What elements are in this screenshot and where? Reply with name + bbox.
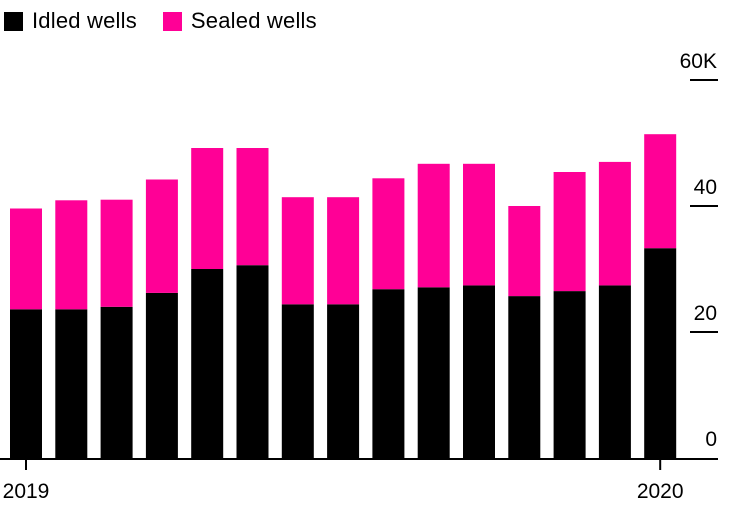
bar-idled-9 bbox=[417, 287, 450, 458]
y-tick-label-0: 0 bbox=[705, 428, 717, 451]
bar-sealed-13 bbox=[598, 161, 631, 286]
y-tick-label-20: 20 bbox=[694, 302, 717, 325]
bar-sealed-9 bbox=[417, 163, 450, 288]
bar-sealed-1 bbox=[55, 200, 88, 310]
y-tick-label-60: 60K bbox=[680, 50, 717, 73]
legend-label-idled: Idled wells bbox=[32, 8, 137, 33]
bar-idled-6 bbox=[281, 304, 314, 458]
x-tick-label-2019: 2019 bbox=[3, 480, 50, 503]
bar-sealed-4 bbox=[191, 148, 224, 269]
bar-sealed-14 bbox=[644, 134, 677, 249]
bar-sealed-5 bbox=[236, 148, 269, 266]
bar-idled-7 bbox=[327, 304, 360, 458]
bar-sealed-7 bbox=[327, 197, 360, 305]
bar-idled-12 bbox=[553, 291, 586, 458]
y-axis: 0 20 40 60K bbox=[680, 50, 718, 451]
chart-legend: Idled wells Sealed wells bbox=[4, 8, 343, 34]
bar-idled-10 bbox=[463, 285, 495, 458]
bar-idled-14 bbox=[644, 248, 677, 458]
bar-sealed-0 bbox=[10, 208, 42, 310]
legend-swatch-idled bbox=[4, 11, 23, 31]
x-axis: 2019 2020 bbox=[0, 458, 718, 503]
bar-sealed-10 bbox=[463, 163, 495, 286]
y-tick-label-40: 40 bbox=[694, 176, 717, 199]
legend-item-idled: Idled wells bbox=[4, 8, 137, 34]
legend-swatch-sealed bbox=[162, 11, 182, 31]
bar-sealed-8 bbox=[372, 178, 405, 290]
legend-item-sealed: Sealed wells bbox=[162, 8, 317, 34]
bar-sealed-2 bbox=[100, 199, 133, 307]
legend-label-sealed: Sealed wells bbox=[190, 8, 317, 33]
bar-idled-13 bbox=[598, 285, 631, 458]
bar-idled-4 bbox=[191, 269, 224, 458]
bar-idled-8 bbox=[372, 289, 405, 458]
bars-group bbox=[10, 134, 677, 458]
bar-idled-1 bbox=[55, 309, 88, 458]
bar-idled-11 bbox=[508, 296, 541, 458]
bar-idled-0 bbox=[10, 309, 42, 458]
bar-idled-3 bbox=[145, 292, 178, 458]
x-tick-label-2020: 2020 bbox=[637, 480, 684, 503]
bar-sealed-3 bbox=[145, 179, 178, 293]
bar-sealed-12 bbox=[553, 172, 586, 292]
bar-idled-5 bbox=[236, 265, 269, 458]
bar-idled-2 bbox=[100, 306, 133, 458]
bar-sealed-11 bbox=[508, 206, 541, 297]
bar-sealed-6 bbox=[281, 197, 314, 305]
